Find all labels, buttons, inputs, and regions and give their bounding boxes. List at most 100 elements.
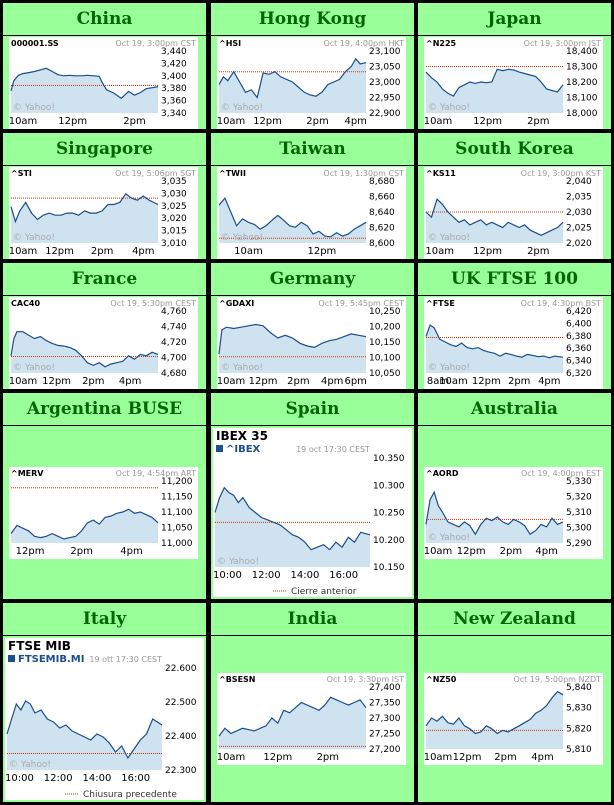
market-cell: Australia ^AORD Oct 19, 4:00pm EST 5,330 5,3… (417, 392, 612, 600)
y-tick-label: 8,680 (369, 177, 395, 187)
chart-italy[interactable]: FTSE MIB FTSEMIB.MI 19 ott 17:30 CEST 22.60… (5, 638, 204, 800)
chart-date: Oct 19, 3:00pm KST (521, 169, 601, 178)
series-line (425, 490, 564, 536)
y-tick-label: 27,200 (369, 745, 401, 755)
y-tick-label: 6,380 (566, 332, 592, 342)
market-title[interactable]: Argentina BUSE (3, 393, 206, 426)
chart-spain[interactable]: IBEX 35 ^IBEX 19 oct 17:30 CEST 10.350 10.30… (213, 428, 412, 597)
market-title[interactable]: Australia (418, 393, 611, 426)
market-title[interactable]: Spain (211, 393, 414, 426)
chart-japan[interactable]: ^N225 Oct 19, 3:00pm JST 18,400 18,300 18,20… (424, 37, 603, 129)
chart-hong-kong[interactable]: ^HSI Oct 19, 4:00pm HKT 23,100 23,050 23,000… (217, 37, 406, 129)
yahoo-watermark: © Yahoo! (13, 233, 55, 243)
series-line (425, 68, 564, 97)
x-tick-label: 2pm (287, 376, 309, 387)
x-tick-label: 10am (234, 246, 263, 257)
chart-new-zealand[interactable]: ^NZ50 Oct 19, 5:00pm NZDT 5,840 5,830 5,820 5… (424, 673, 603, 765)
market-title[interactable]: Germany (211, 263, 414, 296)
chart-symbol: FTSEMIB.MI (18, 654, 84, 665)
chart-date: 19 ott 17:30 CEST (89, 655, 162, 664)
y-tick-label: 10.150 (373, 563, 405, 573)
x-tick-label: 10:00 (213, 570, 242, 581)
y-tick-label: 10,150 (369, 338, 401, 348)
market-title[interactable]: South Korea (418, 133, 611, 166)
chart-france[interactable]: CAC40 Oct 19, 5:30pm CEST 4,760 4,740 4,720 4… (9, 297, 198, 389)
market-cell-body: ^KS11 Oct 19, 3:00pm KST 2,040 2,035 2,030 2,… (418, 166, 611, 259)
market-cell-body: ^BSESN Oct 19, 3:30pm IST 27,400 27,350 27,3… (211, 636, 414, 802)
x-tick-label: 12pm (16, 546, 45, 557)
chart-singapore[interactable]: ^STI Oct 19, 5:06pm SGT 3,035 3,030 3,025 3,0… (9, 167, 198, 259)
chart-taiwan[interactable]: ^TWII Oct 19, 1:30pm CST 8,680 8,660 8,640 8,… (217, 167, 406, 259)
x-tick-label: 4pm (531, 752, 553, 763)
y-tick-label: 3,015 (161, 227, 187, 237)
series-line (218, 323, 367, 355)
chart-south-korea[interactable]: ^KS11 Oct 19, 3:00pm KST 2,040 2,035 2,030 2,… (424, 167, 603, 259)
x-tick-label: 12pm (58, 116, 87, 127)
x-tick-label: 12pm (253, 116, 282, 127)
y-tick-label: 5,840 (566, 683, 592, 693)
series-square-icon (216, 445, 223, 452)
chart-germany[interactable]: ^GDAXI Oct 19, 5:45pm CEST 10,250 10,200 10,… (217, 297, 406, 389)
market-cell: India ^BSESN Oct 19, 3:30pm IST 27,400 27,35… (210, 602, 415, 803)
series-area (11, 331, 158, 373)
market-title[interactable]: Taiwan (211, 133, 414, 166)
y-tick-label: 8,600 (369, 239, 395, 249)
chart-china[interactable]: 000001.SS Oct 19, 3:00pm CST 3,440 3,420 3,4… (9, 37, 198, 129)
chart-date: Oct 19, 3:00pm JST (524, 39, 601, 48)
x-tick-label: 12pm (307, 246, 336, 257)
market-cell: Japan ^N225 Oct 19, 3:00pm JST 18,400 18,300… (417, 2, 612, 130)
y-tick-label: 8,640 (369, 208, 395, 218)
chart-uk-ftse-100[interactable]: ^FTSE Oct 19, 4:30pm BST 6,420 6,400 6,380 6,… (424, 297, 603, 389)
x-tick-label: 2pm (494, 752, 516, 763)
market-title[interactable]: Japan (418, 3, 611, 36)
market-title[interactable]: Hong Kong (211, 3, 414, 36)
market-cell: Hong Kong ^HSI Oct 19, 4:00pm HKT 23,100 23,… (210, 2, 415, 130)
y-tick-label: 5,320 (566, 493, 592, 503)
y-tick-label: 3,030 (161, 189, 187, 199)
market-cell-body: ^TWII Oct 19, 1:30pm CST 8,680 8,660 8,640 8,… (211, 166, 414, 259)
legend-label: Chiusura precedente (83, 790, 177, 800)
yahoo-watermark: © Yahoo! (9, 760, 51, 770)
market-cell: China 000001.SS Oct 19, 3:00pm CST 3,440 3,4… (2, 2, 207, 130)
y-tick-label: 4,700 (161, 354, 187, 364)
y-tick-label: 5,810 (566, 745, 592, 755)
market-title[interactable]: China (3, 3, 206, 36)
market-cell-body: FTSE MIB FTSEMIB.MI 19 ott 17:30 CEST 22.60… (3, 636, 206, 802)
y-tick-label: 3,340 (161, 109, 187, 119)
x-tick-label: 8am (427, 376, 449, 387)
chart-symbol: ^BSESN (219, 675, 255, 684)
chart-date: Oct 19, 5:06pm SGT (115, 169, 196, 178)
x-tick-label: 2pm (123, 116, 145, 127)
y-tick-label: 10.350 (373, 454, 405, 464)
yahoo-watermark: © Yahoo! (428, 363, 470, 373)
x-tick-label: 10am (217, 116, 245, 127)
y-tick-label: 6,400 (566, 319, 592, 329)
y-tick-label: 4,720 (161, 338, 187, 348)
market-title[interactable]: India (211, 603, 414, 636)
market-title[interactable]: UK FTSE 100 (418, 263, 611, 296)
market-title[interactable]: Italy (3, 603, 206, 636)
series-line (214, 486, 371, 551)
market-title[interactable]: Singapore (3, 133, 206, 166)
x-tick-label: 10am (9, 246, 37, 257)
y-tick-label: 2,025 (566, 224, 592, 234)
x-tick-label: 2pm (306, 116, 328, 127)
x-tick-label: 12:00 (252, 570, 281, 581)
x-tick-label: 6pm (344, 376, 366, 387)
chart-india[interactable]: ^BSESN Oct 19, 3:30pm IST 27,400 27,350 27,3… (217, 673, 406, 765)
series-area (219, 324, 366, 373)
chart-australia[interactable]: ^AORD Oct 19, 4:00pm EST 5,330 5,320 5,310 5,… (424, 467, 603, 559)
x-tick-label: 12:00 (44, 773, 73, 784)
series-line (425, 197, 564, 236)
series-line (6, 700, 163, 760)
chart-argentina-buse[interactable]: ^MERV Oct 19, 4:54pm ART 11,200 11,150 11,10… (9, 467, 198, 559)
y-tick-label: 23,100 (369, 47, 401, 57)
y-tick-label: 22.500 (165, 698, 197, 708)
series-area (215, 487, 370, 567)
market-title[interactable]: New Zealand (418, 603, 611, 636)
x-tick-label: 10am (424, 116, 452, 127)
market-title[interactable]: France (3, 263, 206, 296)
